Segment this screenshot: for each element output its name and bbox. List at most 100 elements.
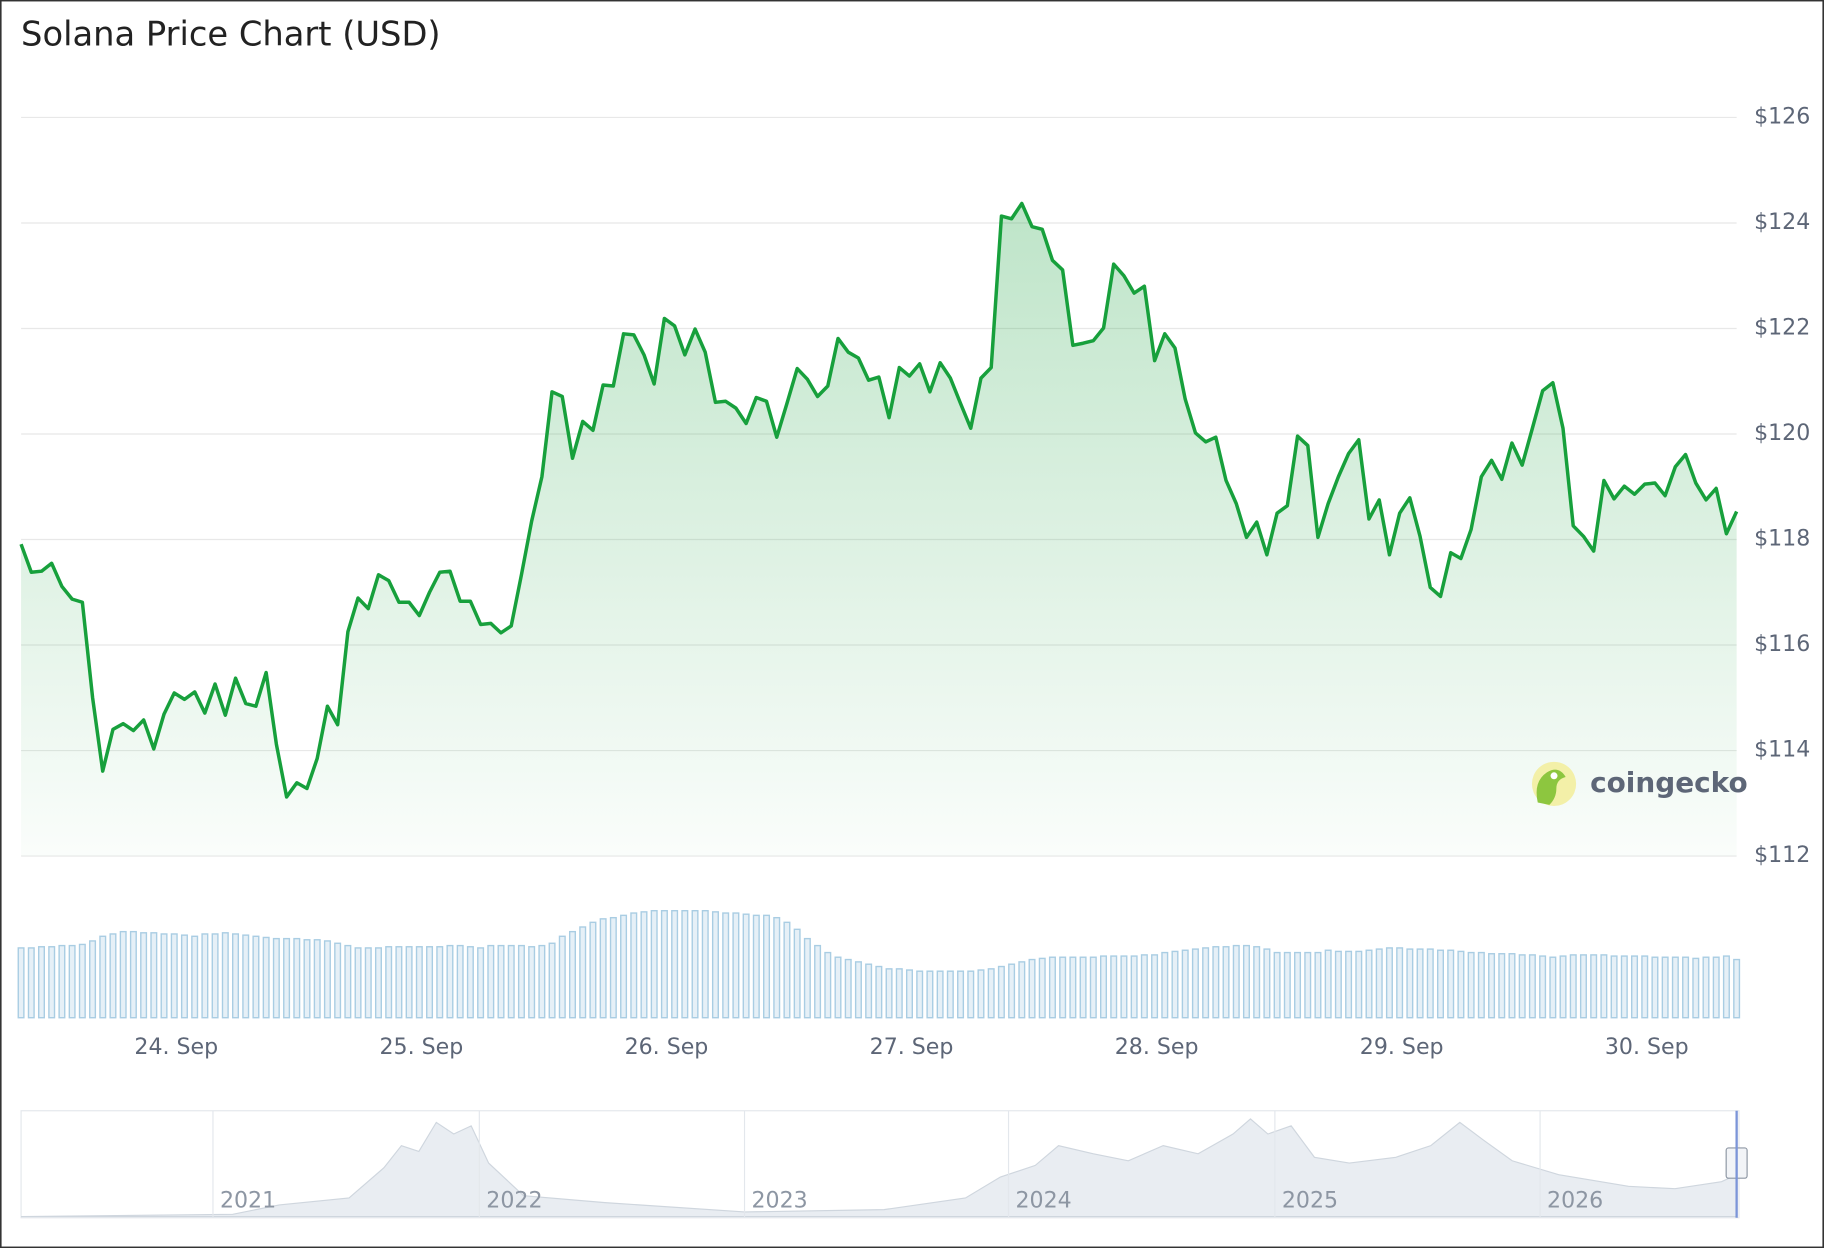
- volume-bar: [1406, 948, 1414, 1019]
- volume-bar: [824, 951, 832, 1019]
- volume-bar: [1079, 956, 1087, 1019]
- navigator: 2021 2022 2023 2024 2025 2026: [20, 1110, 1748, 1219]
- navigator-area: [21, 1118, 1738, 1218]
- volume-bar: [977, 969, 985, 1019]
- volume-bar: [865, 963, 873, 1019]
- volume-bar: [1651, 956, 1659, 1019]
- price-line: [19, 201, 1739, 799]
- volume-bar: [58, 944, 66, 1019]
- volume-bar: [466, 946, 474, 1019]
- volume-bar: [1151, 954, 1159, 1019]
- volume-bar: [313, 939, 321, 1019]
- volume-bar: [17, 947, 25, 1019]
- volume-bar: [1375, 948, 1383, 1019]
- volume-bar: [1283, 951, 1291, 1019]
- volume-bar: [1722, 955, 1730, 1019]
- logo-shape: [1536, 769, 1566, 805]
- volume-bar: [221, 932, 229, 1019]
- volume-bar: [630, 912, 638, 1019]
- volume-bar: [180, 934, 188, 1019]
- volume-bar: [620, 914, 628, 1019]
- volume-bar: [834, 956, 842, 1019]
- volume-bar: [946, 970, 954, 1019]
- volume-bar: [1232, 944, 1240, 1019]
- volume-bar: [711, 911, 719, 1019]
- navigator-label: 2023: [751, 1187, 807, 1213]
- volume-bar: [1345, 950, 1353, 1019]
- volume-bar: [1528, 954, 1536, 1019]
- volume-bar: [109, 933, 117, 1019]
- volume-bar: [1161, 951, 1169, 1019]
- volume-bar: [1488, 953, 1496, 1019]
- volume-bar: [1702, 956, 1710, 1019]
- y-tick-label: $118: [1754, 526, 1810, 552]
- volume-bar: [1263, 948, 1271, 1019]
- volume-bar: [752, 914, 760, 1019]
- volume-bar: [1253, 946, 1261, 1019]
- volume-bar: [885, 968, 893, 1019]
- volume-bar: [997, 965, 1005, 1019]
- volume-bar: [1140, 954, 1148, 1019]
- volume-bar: [89, 940, 97, 1019]
- volume-bar: [1682, 956, 1690, 1019]
- volume-bar: [1590, 954, 1598, 1019]
- volume-bar: [405, 946, 413, 1019]
- volume-bar: [1579, 954, 1587, 1019]
- volume-bar: [763, 914, 771, 1019]
- volume-bar: [272, 937, 280, 1019]
- volume-bar: [1294, 951, 1302, 1019]
- volume-bar: [1008, 963, 1016, 1019]
- volume-bar: [1365, 949, 1373, 1019]
- volume-bar: [487, 944, 495, 1019]
- volume-bar: [1539, 955, 1547, 1019]
- volume-bar: [895, 968, 903, 1019]
- volume-bar: [528, 946, 536, 1019]
- volume-bar: [1048, 956, 1056, 1019]
- volume-bar: [477, 947, 485, 1019]
- volume-bar: [701, 910, 709, 1019]
- navigator-label: 2022: [486, 1187, 542, 1213]
- volume-bar: [957, 970, 965, 1019]
- volume-bar: [1600, 954, 1608, 1019]
- volume-bar: [201, 933, 209, 1019]
- volume-bar: [232, 933, 240, 1019]
- volume-bar: [681, 910, 689, 1019]
- volume-bar: [27, 947, 35, 1019]
- volume-bar: [507, 944, 515, 1019]
- volume-bar: [854, 961, 862, 1019]
- volume-bar: [1396, 947, 1404, 1019]
- volume-bar: [1202, 947, 1210, 1019]
- volume-bar: [967, 970, 975, 1019]
- volume-bar: [579, 926, 587, 1019]
- volume-bar: [1171, 950, 1179, 1019]
- volume-bar: [814, 944, 822, 1019]
- volume-bar: [1559, 955, 1567, 1019]
- volume-bar: [844, 958, 852, 1019]
- volume-bar: [987, 968, 995, 1019]
- volume-bar: [1334, 950, 1342, 1019]
- volume-bar: [160, 933, 168, 1019]
- volume-bar: [1631, 955, 1639, 1019]
- volume-bar: [1518, 954, 1526, 1019]
- volume-bar: [803, 937, 811, 1019]
- volume-bar: [660, 910, 668, 1019]
- volume-bar: [1273, 951, 1281, 1019]
- volume-bar: [905, 969, 913, 1019]
- volume-bar: [283, 937, 291, 1019]
- x-tick-label: 24. Sep: [134, 1034, 218, 1060]
- volume-bar: [150, 932, 158, 1019]
- volume-bar: [334, 942, 342, 1019]
- volume-bar: [436, 946, 444, 1019]
- volume-bar: [456, 944, 464, 1019]
- volume-bar: [1110, 955, 1118, 1019]
- volume-bar: [170, 933, 178, 1019]
- volume-bar: [364, 947, 372, 1019]
- volume-bar: [1324, 949, 1332, 1019]
- volume-bar: [99, 935, 107, 1019]
- volume-bar: [497, 944, 505, 1019]
- volume-bar: [1069, 956, 1077, 1019]
- volume: [17, 910, 1741, 1019]
- volume-bar: [1733, 958, 1741, 1019]
- volume-bar: [1712, 956, 1720, 1019]
